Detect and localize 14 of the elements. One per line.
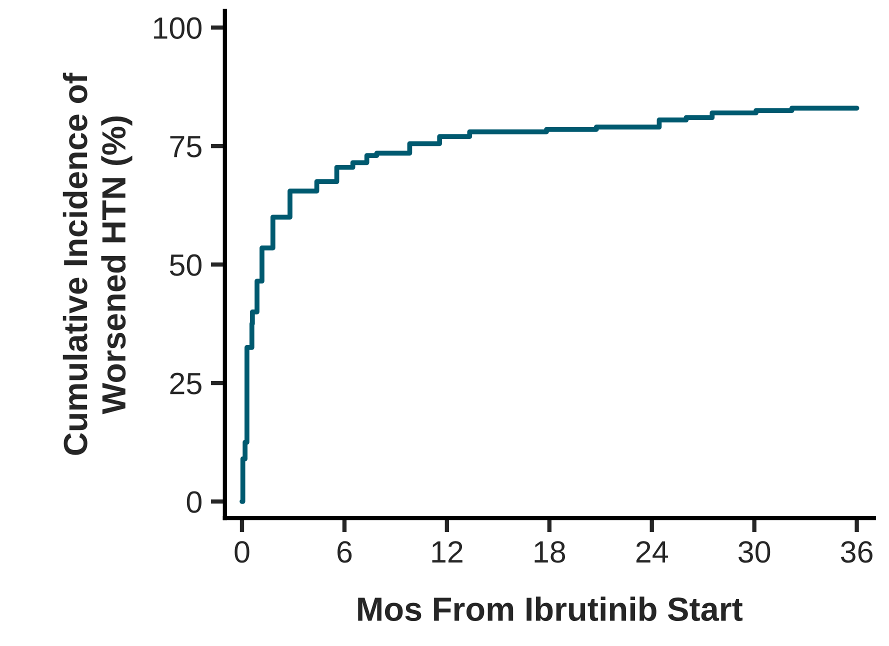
x-tick-label: 6 [338, 541, 352, 563]
y-tick-label: 75 [170, 136, 202, 158]
y-tick-label: 50 [170, 254, 202, 276]
x-tick-label: 30 [738, 541, 770, 563]
x-axis-title: Mos From Ibrutinib Start [358, 596, 743, 622]
y-axis-title: Cumulative Incidence of Worsened HTN (%) [62, 72, 132, 455]
y-tick-label: 0 [186, 491, 202, 513]
y-tick-label: 100 [154, 17, 202, 39]
x-tick-label: 24 [636, 541, 668, 562]
x-tick-label: 12 [432, 541, 462, 562]
x-tick-label: 18 [534, 541, 566, 563]
x-tick-label: 0 [234, 541, 250, 563]
x-tick-label: 36 [840, 541, 872, 563]
y-tick-label: 25 [170, 372, 202, 394]
